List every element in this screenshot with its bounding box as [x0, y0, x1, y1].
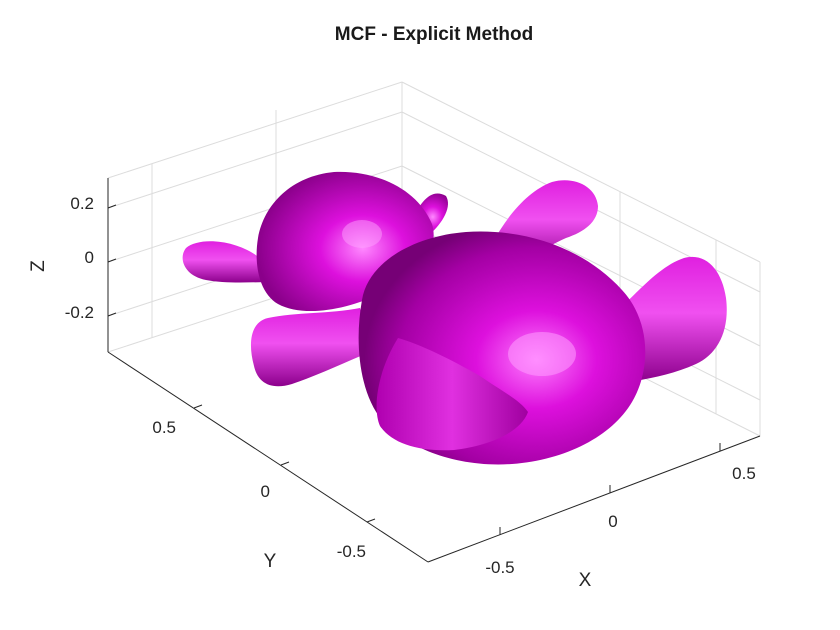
z-tick-label: -0.2	[65, 303, 94, 322]
body-highlight	[508, 332, 576, 376]
z-tick-label: 0	[85, 248, 94, 267]
head-highlight	[342, 220, 382, 248]
x-tick-label: 0	[608, 512, 617, 531]
z-tick-label: 0.2	[70, 194, 94, 213]
surface-front-shape	[250, 220, 727, 465]
front-left-arm	[250, 308, 370, 387]
y-tick-label: 0.5	[152, 418, 176, 437]
ticks	[107, 204, 721, 535]
front-foot	[376, 338, 528, 451]
x-tick-label: 0.5	[732, 464, 756, 483]
x-axis-label: X	[579, 570, 592, 591]
y-tick-label: 0	[261, 482, 270, 501]
x-axis-line	[427, 435, 761, 563]
z-axis-label: Z	[28, 260, 49, 272]
y-tick-label: -0.5	[337, 542, 366, 561]
chart-title: MCF - Explicit Method	[335, 24, 533, 45]
back-left-arm	[182, 241, 274, 283]
x-tick-label: -0.5	[485, 558, 514, 577]
y-axis-line	[107, 351, 429, 563]
y-axis-label: Y	[264, 551, 277, 572]
